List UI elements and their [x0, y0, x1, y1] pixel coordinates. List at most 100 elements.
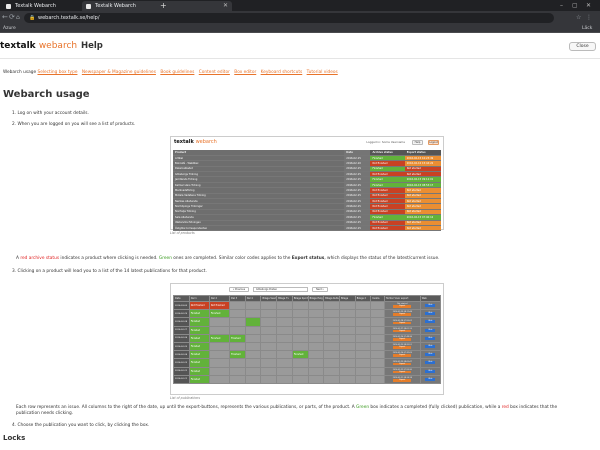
issue-date-cell: 2016-03-05: [173, 300, 190, 311]
profile-label[interactable]: Läck: [582, 26, 593, 31]
minimize-button[interactable]: –: [560, 2, 563, 9]
maximize-button[interactable]: ▢: [572, 2, 578, 9]
close-button[interactable]: Close: [569, 42, 596, 51]
step-3: 3. Clicking on a product will lead you t…: [12, 269, 207, 274]
bookmark-star-icon[interactable]: ☆: [576, 14, 582, 21]
para-red-text: red archive status: [20, 256, 60, 261]
export-status-cell: Not started: [404, 203, 441, 210]
publication-cell: [291, 341, 309, 352]
para-text: A: [16, 256, 21, 261]
export-button: Export: [393, 378, 412, 382]
column-header: Product: [173, 150, 345, 156]
table-row: Dalarnabladet 2016-02-15 Finished Not start…: [173, 166, 441, 173]
para-bold-text: Export status: [291, 256, 325, 261]
product-name-cell: Artikel: [173, 155, 345, 162]
publication-cell: [323, 350, 340, 360]
publication-cell: [307, 317, 325, 327]
publication-cell: [276, 341, 293, 352]
home-icon[interactable]: ⌂: [16, 14, 20, 21]
publication-cell: Not finished: [208, 300, 231, 311]
help-nav-link[interactable]: Newspaper & Magazine guidelines: [81, 70, 156, 75]
product-name-cell: Norrtelje Tidning: [173, 209, 345, 216]
archive-status-cell: Finished: [370, 214, 405, 221]
figure-help-button: Help: [412, 140, 423, 145]
table-row: 2016-02-22 Finished 2016-02-22 07:59:30 Exp…: [173, 366, 442, 376]
web-button: Web: [425, 336, 436, 340]
date-cell: 2016-02-15: [344, 193, 371, 200]
publication-explanation: Each row represents an issue. All column…: [16, 405, 596, 417]
status-explanation: A red archive status indicates a product…: [16, 256, 440, 262]
publication-cell: [323, 317, 340, 327]
help-nav-link[interactable]: Content editor: [198, 70, 230, 75]
table-row: Motala Vadstena Tidning 2016-02-15 Not fin…: [173, 193, 441, 200]
step-1: 1. Log on with your account details.: [12, 111, 89, 116]
app-logo[interactable]: textalk webarch: [0, 41, 77, 51]
archive-status-cell: Finished: [370, 166, 405, 173]
publication-cell: [276, 366, 293, 376]
publication-cell: [244, 300, 262, 311]
figure-logo-text: textalk: [174, 139, 194, 145]
tab-close-icon[interactable]: ✕: [222, 2, 228, 9]
publication-cell: [307, 358, 325, 368]
publication-cell: [276, 325, 293, 335]
app-header: textalk webarch Help Close: [0, 33, 600, 59]
product-name-cell: Jemtlands Tidning: [173, 176, 345, 183]
publication-cell: [229, 309, 246, 319]
export-date: 2016-02-28 07:55:02: [392, 319, 412, 322]
publication-cell: [276, 350, 293, 360]
export-button: Export: [393, 370, 412, 374]
date-cell: 2016-02-15: [344, 225, 371, 232]
bookmark-item-azure[interactable]: Azure: [3, 26, 16, 31]
publication-cell: [307, 325, 325, 335]
publication-cell: [291, 309, 309, 319]
help-content: Webarch usage Selecting box type Newspap…: [0, 59, 600, 450]
bookmarks-bar: Azure Läck: [0, 24, 600, 33]
figure-caption: List of publications: [170, 396, 200, 400]
window-close-button[interactable]: ✕: [586, 2, 592, 9]
help-nav-link[interactable]: Book guidelines: [160, 70, 195, 75]
web-cell: Web: [419, 366, 442, 376]
help-nav-link[interactable]: Tutorial videos: [306, 70, 338, 75]
export-button: Export: [393, 346, 412, 349]
publication-cell: [354, 333, 372, 343]
publication-cell: [307, 333, 325, 343]
web-button: Web: [425, 345, 436, 349]
export-cell: 2016-02-25 08:20:51 Export: [383, 341, 421, 352]
publication-cell: [323, 300, 340, 311]
web-cell: Web: [419, 350, 442, 360]
publication-cell: [208, 341, 231, 352]
publication-cell: Finished: [188, 309, 210, 319]
table-row: Östgöta Correspondenten 2016-02-15 Not fin…: [173, 225, 441, 232]
date-cell: 2016-02-15: [344, 209, 371, 216]
export-button: Export: [393, 362, 412, 366]
reload-icon[interactable]: ⟳: [9, 13, 15, 21]
product-name-cell: Dalarnabladet: [173, 166, 345, 173]
table-row: Göteborgs Tidning 2016-02-15 Not finished N…: [173, 171, 441, 178]
para-text: box indicates that the: [508, 405, 558, 410]
publication-cell: [244, 317, 262, 327]
help-nav-link[interactable]: Keyboard shortcuts: [260, 70, 303, 75]
table-row: 2016-02-25 Finished 2016-02-25 08:20:51 Exp…: [173, 341, 442, 352]
publication-cell: [229, 366, 246, 376]
figure-caption: List of products: [170, 231, 195, 235]
address-bar[interactable]: 🔒 webarch.textalk.se/help/: [24, 12, 554, 23]
date-cell: 2016-02-15: [344, 171, 371, 178]
publication-cell: [260, 300, 278, 311]
help-nav-link[interactable]: Selecting box type: [37, 70, 78, 75]
publication-cell: [307, 350, 325, 360]
figure-logout-button: Logout: [428, 140, 439, 145]
table-row: 2016-02-26 Finished Finished Finished 2016-0…: [173, 333, 442, 343]
publication-cell: [291, 300, 309, 311]
product-name-cell: Norrköpings Tidningar: [173, 203, 345, 210]
back-icon[interactable]: ←: [2, 13, 8, 21]
help-nav-link[interactable]: Box editor: [234, 70, 257, 75]
publication-cell: [339, 317, 356, 327]
issue-date-cell: 2016-02-22: [173, 366, 190, 376]
table-row: 2016-03-05 Not finished Not finished Not st…: [173, 300, 442, 311]
publication-cell: [260, 317, 278, 327]
publication-cell: [208, 350, 231, 360]
browser-tab-active[interactable]: Textalk Webarch ✕: [82, 1, 232, 11]
archive-status-cell: Not finished: [370, 187, 405, 194]
extensions-icon[interactable]: ⋮: [586, 14, 592, 21]
new-tab-button[interactable]: +: [160, 1, 167, 10]
